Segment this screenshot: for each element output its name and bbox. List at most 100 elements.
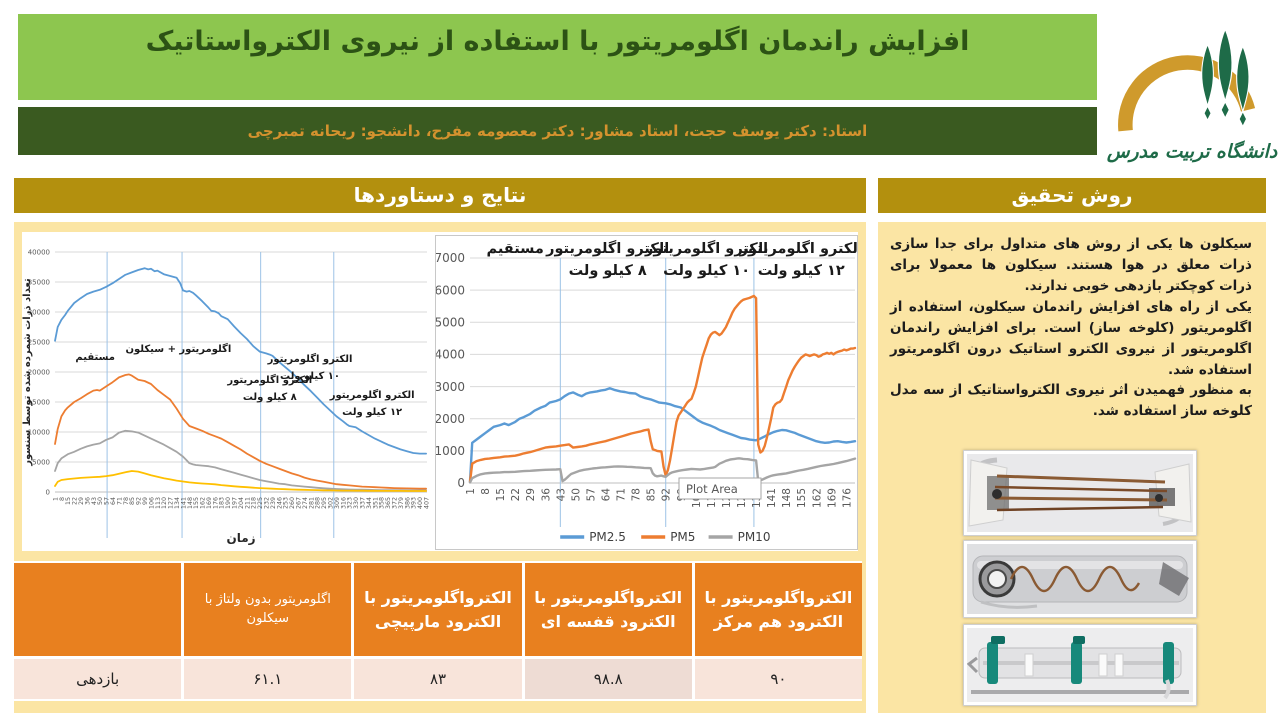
svg-text:PM2.5: PM2.5 xyxy=(589,530,626,544)
method-section-header: روش تحقیق xyxy=(878,178,1266,213)
svg-text:57: 57 xyxy=(585,488,597,501)
svg-text:358: 358 xyxy=(379,497,386,509)
svg-text:267: 267 xyxy=(296,497,303,509)
svg-text:127: 127 xyxy=(168,497,175,509)
svg-text:330: 330 xyxy=(353,497,360,509)
svg-text:386: 386 xyxy=(404,497,411,509)
svg-text:344: 344 xyxy=(366,497,373,509)
authors-bar: استاد: دکتر یوسف حجت، استاد مشاور: دکتر … xyxy=(18,107,1097,155)
svg-text:40000: 40000 xyxy=(28,248,50,256)
svg-text:1000: 1000 xyxy=(436,444,465,458)
svg-text:379: 379 xyxy=(398,497,405,509)
svg-text:Plot Area: Plot Area xyxy=(686,482,738,496)
logo-cypress-trees xyxy=(1201,27,1250,128)
table-value-1: ۹۸.۸ xyxy=(524,659,692,699)
svg-text:85: 85 xyxy=(129,497,136,505)
cage-electrode-photo-illustration xyxy=(967,454,1193,532)
svg-text:64: 64 xyxy=(600,488,612,502)
svg-text:78: 78 xyxy=(123,497,130,505)
charts-panel: 0 5000 10000 15000 20000 25000 30000 35000 40000… xyxy=(22,232,858,551)
svg-text:4000: 4000 xyxy=(436,348,465,362)
svg-text:351: 351 xyxy=(372,497,379,509)
svg-text:246: 246 xyxy=(276,497,283,509)
svg-text:288: 288 xyxy=(315,497,322,509)
svg-text:6000: 6000 xyxy=(436,283,465,297)
svg-text:225: 225 xyxy=(257,497,264,509)
table-header-4 xyxy=(14,563,182,656)
svg-text:197: 197 xyxy=(232,497,239,509)
table-header-1: الکترواگلومریتور با الکترود قفسه ای xyxy=(524,563,692,656)
svg-text:169: 169 xyxy=(826,488,838,508)
svg-text:1: 1 xyxy=(52,497,59,501)
svg-text:134: 134 xyxy=(174,497,181,509)
results-section-body: 0 5000 10000 15000 20000 25000 30000 35000 40000… xyxy=(14,222,866,713)
svg-text:323: 323 xyxy=(347,497,354,509)
svg-text:PM5: PM5 xyxy=(670,530,695,544)
svg-text:211: 211 xyxy=(244,497,251,509)
svg-text:22: 22 xyxy=(72,497,79,505)
svg-text:20000: 20000 xyxy=(28,368,50,376)
svg-text:295: 295 xyxy=(321,497,328,509)
svg-text:0: 0 xyxy=(46,488,50,496)
svg-text:تعداد ذرات شمرده شده توسط سنسو: تعداد ذرات شمرده شده توسط سنسور xyxy=(22,278,33,467)
method-paragraphs: سیکلون ها یکی از روش های متداول برای جدا… xyxy=(878,222,1266,440)
svg-text:2000: 2000 xyxy=(436,412,465,426)
svg-text:106: 106 xyxy=(148,497,155,509)
svg-text:92: 92 xyxy=(136,497,143,505)
svg-text:0: 0 xyxy=(457,476,465,490)
svg-text:365: 365 xyxy=(385,497,392,509)
svg-text:50: 50 xyxy=(97,497,104,505)
svg-text:57: 57 xyxy=(104,497,111,505)
svg-text:337: 337 xyxy=(359,497,366,509)
title-banner: افزایش راندمان اگلومریتور با استفاده از … xyxy=(18,14,1097,100)
svg-text:309: 309 xyxy=(334,497,341,509)
method-paragraph-3: به منظور فهمیدن اثر نیروی الکترواستاتیک … xyxy=(890,382,1252,420)
svg-text:169: 169 xyxy=(206,497,213,509)
svg-text:PM10: PM10 xyxy=(738,530,771,544)
svg-text:1: 1 xyxy=(465,488,477,495)
svg-text:15: 15 xyxy=(495,488,507,501)
svg-text:43: 43 xyxy=(91,497,98,505)
method-paragraph-2: یکی از راه های افزایش راندمان سیکلون، اس… xyxy=(890,298,1252,378)
method-paragraph-1: سیکلون ها یکی از روش های متداول برای جدا… xyxy=(890,236,1252,294)
svg-text:274: 274 xyxy=(302,497,309,509)
svg-text:190: 190 xyxy=(225,497,232,509)
svg-text:372: 372 xyxy=(391,497,398,509)
spiral-electrode-photo-illustration xyxy=(967,544,1193,614)
svg-text:71: 71 xyxy=(616,488,628,501)
svg-text:92: 92 xyxy=(661,488,673,501)
svg-text:302: 302 xyxy=(328,497,335,509)
svg-text:10000: 10000 xyxy=(28,428,50,436)
svg-text:239: 239 xyxy=(270,497,277,509)
table-value-0: ۹۰ xyxy=(694,659,862,699)
logo-caption: دانشگاه تربیت مدرس xyxy=(1106,140,1278,163)
svg-text:مستقیم: مستقیم xyxy=(75,352,115,363)
svg-text:85: 85 xyxy=(646,488,658,501)
table-header-3: اگلومریتور بدون ولتاژ با سیکلون xyxy=(184,563,352,656)
table-value-2: ۸۳ xyxy=(354,659,522,699)
table-header-2: الکترواگلومریتور با الکترود مارپیچی xyxy=(354,563,522,656)
photo-cage-electrode-agglomerator xyxy=(963,450,1197,536)
svg-text:141: 141 xyxy=(766,488,778,508)
page-title: افزایش راندمان اگلومریتور با استفاده از … xyxy=(145,26,970,57)
svg-text:50: 50 xyxy=(570,488,582,501)
svg-text:99: 99 xyxy=(142,497,149,505)
svg-text:120: 120 xyxy=(161,497,168,509)
svg-text:260: 260 xyxy=(289,497,296,509)
svg-text:281: 281 xyxy=(308,497,315,509)
svg-text:29: 29 xyxy=(78,497,85,505)
svg-text:36: 36 xyxy=(540,488,552,502)
svg-text:اگلومریتور + سیکلون: اگلومریتور + سیکلون xyxy=(125,342,231,355)
svg-text:183: 183 xyxy=(219,497,226,509)
svg-text:141: 141 xyxy=(180,497,187,509)
svg-text:407: 407 xyxy=(423,497,430,509)
svg-text:148: 148 xyxy=(781,488,793,508)
particle-count-line-chart: 0 5000 10000 15000 20000 25000 30000 35000 40000… xyxy=(22,248,430,545)
pm-line-chart-frame: 0 1000 2000 3000 4000 5000 6000 7000 1 8 15 22 29 36 4… xyxy=(435,235,858,550)
university-logo: دانشگاه تربیت مدرس xyxy=(1106,2,1278,168)
svg-text:43: 43 xyxy=(555,488,567,501)
svg-text:393: 393 xyxy=(411,497,418,509)
